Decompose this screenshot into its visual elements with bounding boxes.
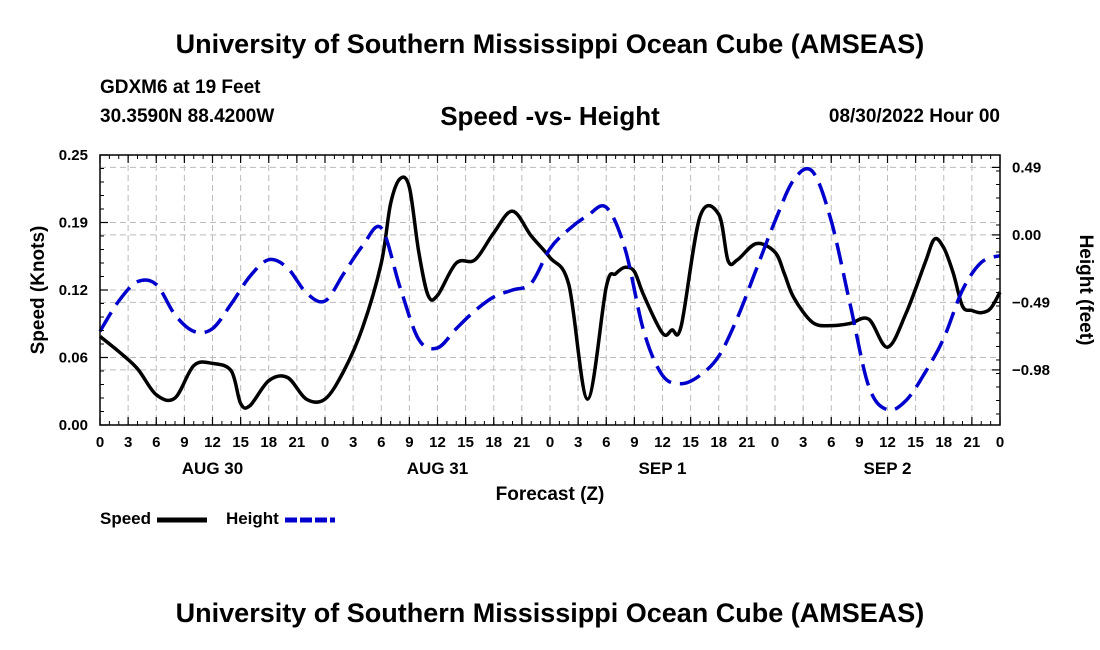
x-axis-label: Forecast (Z) xyxy=(496,484,605,505)
y2-tick-label: 0.49 xyxy=(1012,159,1041,176)
x-tick-label: 12 xyxy=(204,434,221,451)
y2-tick-label: 0.00 xyxy=(1012,227,1041,244)
legend-height-label: Height xyxy=(225,509,279,528)
x-tick-label: 0 xyxy=(771,434,779,451)
x-tick-label: 0 xyxy=(321,434,329,451)
series-line-height xyxy=(98,166,1001,413)
y-tick-label: 0.06 xyxy=(59,350,88,367)
station-label: GDXM6 at 19 Feet xyxy=(100,77,261,98)
x-tick-label: 9 xyxy=(180,434,188,451)
legend-height-swatch xyxy=(285,517,336,523)
day-label: AUG 31 xyxy=(407,459,468,478)
x-tick-label: 18 xyxy=(485,434,502,451)
datetime-label: 08/30/2022 Hour 00 xyxy=(828,106,1000,127)
x-tick-label: 3 xyxy=(124,434,132,451)
x-tick-label: 9 xyxy=(405,434,413,451)
x-tick-label: 9 xyxy=(855,434,863,451)
legend: Speed Height xyxy=(100,509,337,529)
x-tick-label: 21 xyxy=(514,434,531,451)
x-tick-label: 12 xyxy=(879,434,896,451)
x-tick-label: 18 xyxy=(260,434,277,451)
x-tick-label: 15 xyxy=(457,434,474,451)
x-tick-label: 3 xyxy=(799,434,807,451)
x-tick-label: 3 xyxy=(349,434,357,451)
x-tick-label: 12 xyxy=(429,434,446,451)
x-tick-label: 18 xyxy=(935,434,952,451)
chart-title: Speed -vs- Height xyxy=(440,101,660,131)
y-tick-label: 0.12 xyxy=(59,282,88,299)
x-tick-label: 0 xyxy=(546,434,554,451)
series-line-speed xyxy=(98,175,1002,410)
x-tick-label: 6 xyxy=(602,434,610,451)
x-tick-label: 21 xyxy=(964,434,981,451)
series-group xyxy=(98,166,1002,413)
day-label: AUG 30 xyxy=(182,459,243,478)
coords-label: 30.3590N 88.4200W xyxy=(100,106,275,127)
x-tick-label: 6 xyxy=(827,434,835,451)
page-title: University of Southern Mississippi Ocean… xyxy=(175,29,925,59)
x-tick-label: 15 xyxy=(907,434,924,451)
y-axis-label: Speed (Knots) xyxy=(28,226,49,355)
x-tick-label: 3 xyxy=(574,434,582,451)
x-tick-label: 18 xyxy=(710,434,727,451)
y-tick-label: 0.00 xyxy=(59,417,88,434)
x-tick-label: 0 xyxy=(996,434,1004,451)
y-tick-label: 0.25 xyxy=(59,147,88,164)
x-tick-label: 6 xyxy=(152,434,160,451)
footer-title: University of Southern Mississippi Ocean… xyxy=(175,598,925,628)
x-tick-label: 15 xyxy=(232,434,249,451)
x-tick-label: 15 xyxy=(682,434,699,451)
x-tick-label: 9 xyxy=(630,434,638,451)
x-tick-label: 12 xyxy=(654,434,671,451)
day-label: SEP 2 xyxy=(864,459,912,478)
y-tick-label: 0.19 xyxy=(59,215,88,232)
y2-tick-label: −0.98 xyxy=(1012,362,1050,379)
y2-axis-label: Height (feet) xyxy=(1075,235,1096,346)
axes-group: 0 3 6 9 12 15 18 21 0 3 6 9 12 15 18 21 0 3 6 9 12 15 18 21 0 3 6 9… xyxy=(59,147,1050,478)
y2-tick-label: −0.49 xyxy=(1012,294,1050,311)
x-tick-label: 21 xyxy=(739,434,756,451)
x-tick-label: 0 xyxy=(96,434,104,451)
x-tick-label: 21 xyxy=(289,434,306,451)
legend-speed-label: Speed xyxy=(100,509,152,528)
day-label: SEP 1 xyxy=(639,459,687,478)
x-tick-label: 6 xyxy=(377,434,385,451)
legend-speed-swatch xyxy=(157,517,208,523)
